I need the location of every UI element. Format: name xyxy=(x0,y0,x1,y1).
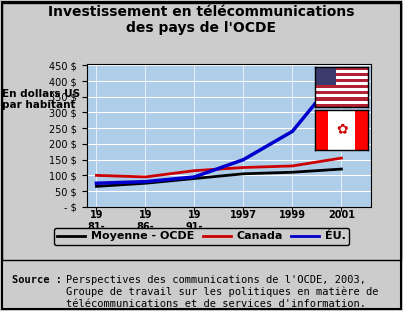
Text: Perspectives des communications de l'OCDE, 2003,
Groupe de travail sur les polit: Perspectives des communications de l'OCD… xyxy=(66,275,379,309)
Text: 19
86-
88: 19 86- 88 xyxy=(137,210,154,243)
Legend: Moyenne - OCDE, Canada, ÉU.: Moyenne - OCDE, Canada, ÉU. xyxy=(54,228,349,245)
Text: 2001: 2001 xyxy=(328,210,355,220)
Text: En dollars US
par habitant: En dollars US par habitant xyxy=(2,89,80,110)
Text: Investissement en télécommunications
des pays de l'OCDE: Investissement en télécommunications des… xyxy=(48,5,355,35)
Text: Source :: Source : xyxy=(12,275,62,285)
Text: 1997: 1997 xyxy=(230,210,257,220)
Text: 19
91-
93: 19 91- 93 xyxy=(186,210,203,243)
Text: 19
81-
83: 19 81- 83 xyxy=(87,210,105,243)
Text: 1999: 1999 xyxy=(279,210,306,220)
